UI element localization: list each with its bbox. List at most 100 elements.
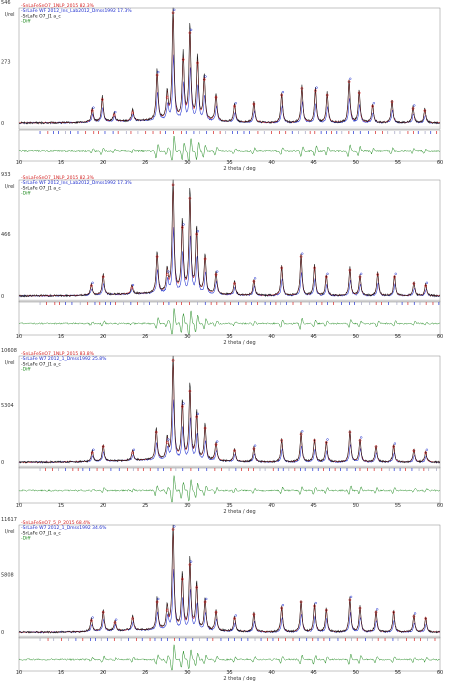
peak-marker [90,451,94,455]
peak-marker [280,93,284,97]
x-axis-label: 2 theta / deg [223,166,255,172]
series-difference [18,308,440,335]
peak-marker [360,436,363,439]
x-tick-label: 15 [58,503,64,509]
x-tick-label: 25 [142,334,148,340]
peak-marker [372,102,375,105]
peak-marker [281,603,285,607]
peak-marker [214,610,218,614]
peak-marker [92,448,95,451]
y-tick-label: 546 [1,0,11,6]
peak-marker [253,277,257,280]
peak-marker [214,443,218,446]
peak-marker [315,86,318,89]
peak-marker [171,183,175,187]
peak-marker [155,600,159,604]
peak-marker [326,272,329,275]
peak-marker [165,441,169,444]
peak-marker [252,279,256,283]
peak-marker [358,606,362,610]
peak-marker [281,90,285,94]
x-tick-label: 15 [58,670,64,676]
series-difference [18,644,441,671]
x-tick-label: 15 [58,160,64,166]
series-model-b [18,227,440,298]
peak-marker [314,601,317,605]
legend-entry: -SnLaFeSnO7_1NLP_2015 82.3% [21,3,95,9]
peak-marker [326,438,329,441]
peak-marker [196,61,199,65]
main-plot-frame [18,7,441,130]
peak-marker [131,617,135,620]
y-axis-label: I/rel [5,184,15,190]
x-tick-label: 25 [142,160,148,166]
peak-marker [348,430,352,434]
peak-marker [358,275,362,279]
peak-marker [113,621,117,624]
peak-marker [394,272,397,275]
peak-marker [233,617,236,620]
series-model-b [18,569,441,634]
peak-marker [413,612,417,615]
series-difference [18,475,440,503]
x-tick-label: 45 [311,334,317,340]
peak-marker [188,31,192,35]
peak-marker [165,95,169,99]
peak-marker [202,78,206,81]
peak-marker [165,608,169,612]
peak-marker [131,451,135,455]
peak-marker [423,109,427,113]
peak-marker [90,109,94,113]
peak-marker [301,252,304,255]
y-tick-label: 273 [1,60,11,66]
peak-marker [203,257,207,261]
peak-marker [349,595,353,599]
peak-marker [205,597,208,601]
peak-marker [412,449,416,453]
peak-marker [101,275,105,279]
peak-marker [181,58,185,61]
peak-marker [393,275,396,279]
series-difference [18,135,441,161]
peak-marker [203,426,207,430]
series-model-a [18,358,440,463]
peak-marker [358,439,362,442]
y-tick-label: 0 [1,294,4,300]
x-tick-label: 50 [353,670,359,676]
peak-marker [90,284,93,288]
legend-entry: -Diff [21,536,31,542]
peak-marker [214,273,218,276]
peak-marker [188,389,192,393]
x-tick-label: 60 [437,334,443,340]
peak-marker [234,614,237,617]
peak-marker [411,107,415,110]
peak-marker [360,272,363,275]
peak-marker [173,525,176,528]
peak-marker [171,528,175,531]
peak-marker [424,617,428,620]
x-tick-label: 55 [395,503,401,509]
peak-marker [253,444,257,447]
x-tick-label: 40 [268,670,274,676]
legend-entry: -SrLaFe W7 2012_1_Dmss1992 34.6% [21,525,107,531]
x-tick-label: 35 [226,334,232,340]
difference-plot-frame [18,466,441,504]
peak-marker [347,80,351,84]
difference-plot-frame [18,636,441,672]
chart-panel-3: 10608 5304 0 I/rel -SnLaFeSnO7_1NLP_2015 83.… [1,348,443,515]
peak-marker [91,616,94,619]
peak-marker [195,415,199,419]
x-tick-label: 55 [395,334,401,340]
y-tick-label: 933 [1,172,11,178]
x-tick-label: 20 [100,670,106,676]
x-tick-label: 40 [268,503,274,509]
peak-marker [348,268,352,272]
peak-marker [180,226,184,229]
peak-marker [171,11,175,15]
peak-marker [196,230,200,233]
peak-marker [173,8,176,12]
peak-marker [390,100,394,104]
peak-marker [195,586,199,589]
